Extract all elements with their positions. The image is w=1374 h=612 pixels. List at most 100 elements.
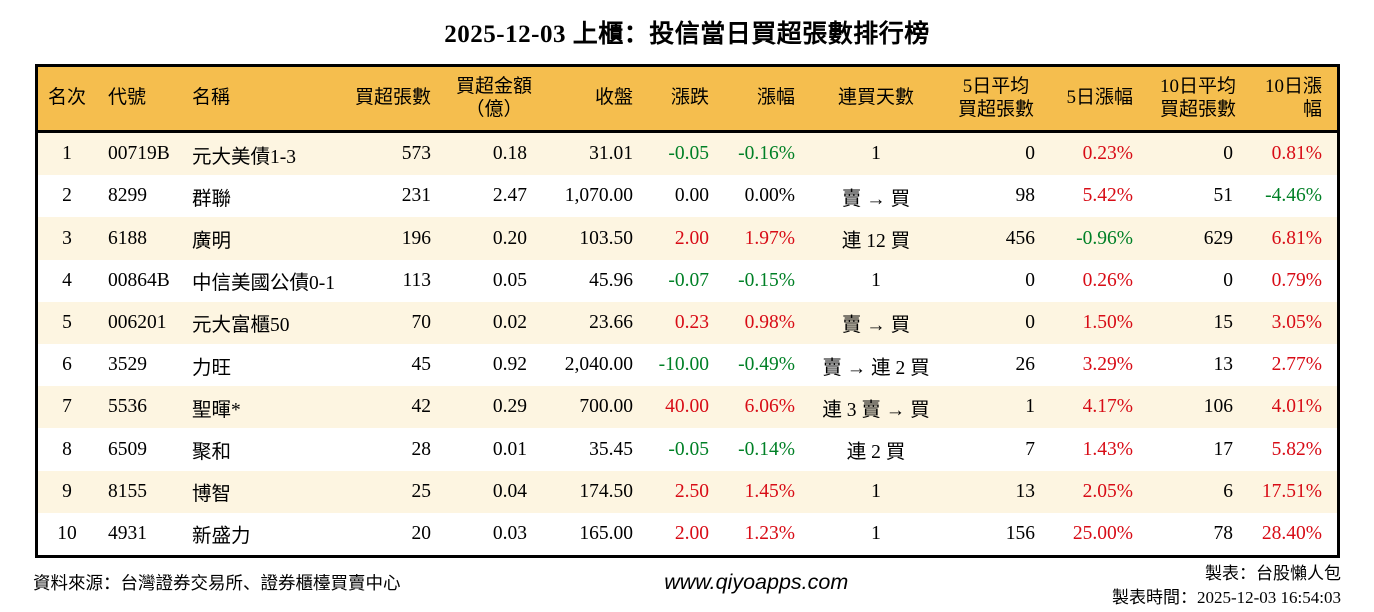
header-cell-rank: 名次 <box>47 87 86 109</box>
table-row: 5 006201 元大富櫃50 70 0.02 23.66 0.23 0.98% 賣 → 買 0 1… <box>38 301 1337 345</box>
cell-change: 2.00 <box>674 522 709 544</box>
cell-rank: 1 <box>62 143 72 165</box>
header-cell-pct10: 10日漲幅 <box>1264 76 1322 120</box>
cell-close: 45.96 <box>589 269 633 291</box>
generated-time-label: 製表時間：2025-12-03 16:54:03 <box>1111 588 1341 608</box>
table-body: 1 00719B 元大美債1-3 573 0.18 31.01 -0.05 -0.16% 1 0 0… <box>38 133 1337 556</box>
cell-net-buy-volume: 573 <box>401 143 431 165</box>
header-cell-code: 代號 <box>108 87 147 109</box>
cell-code: 006201 <box>108 311 167 333</box>
cell-net-buy-volume: 28 <box>411 438 432 460</box>
cell-change: 2.50 <box>674 480 709 502</box>
cell-close: 31.01 <box>589 143 633 165</box>
cell-close: 2,040.00 <box>564 354 633 376</box>
cell-pct10: 28.40% <box>1261 522 1322 544</box>
cell-pct5: 25.00% <box>1072 522 1133 544</box>
ranking-table: 名次 代號 名稱 買超張數 買超金額 （億） 收盤 漲跌 漲幅 連買天數 5日平均 買超張數 5日漲… <box>35 64 1340 558</box>
cell-change-pct: 1.45% <box>744 480 795 502</box>
cell-pct10: 0.79% <box>1271 269 1322 291</box>
header-cell-net-buy-volume: 買超張數 <box>354 87 431 109</box>
cell-code: 00719B <box>108 143 170 165</box>
cell-net-buy-amount: 2.47 <box>492 185 527 207</box>
footer: 資料來源：台灣證券交易所、證券櫃檯買賣中心 www.qiyoapps.com 製… <box>33 560 1341 610</box>
header-cell-consecutive-days: 連買天數 <box>837 87 914 109</box>
cell-consecutive-days: 1 <box>871 480 881 502</box>
cell-close: 23.66 <box>589 311 633 333</box>
cell-change-pct: 1.23% <box>744 522 795 544</box>
cell-net-buy-volume: 113 <box>402 269 431 291</box>
cell-net-buy-amount: 0.03 <box>492 522 527 544</box>
cell-net-buy-amount: 0.20 <box>492 227 527 249</box>
cell-rank: 3 <box>62 227 72 249</box>
cell-code: 6509 <box>108 438 147 460</box>
cell-code: 8155 <box>108 480 147 502</box>
cell-pct5: 1.43% <box>1082 438 1133 460</box>
cell-change: 0.00 <box>674 185 709 207</box>
table-row: 6 3529 力旺 45 0.92 2,040.00 -10.00 -0.49% 賣 → 連 2… <box>38 344 1337 387</box>
header-cell-change-pct: 漲幅 <box>756 87 795 109</box>
cell-change: 40.00 <box>665 396 709 418</box>
cell-change-pct: 1.97% <box>744 227 795 249</box>
cell-avg10-volume: 0 <box>1223 269 1233 291</box>
cell-avg10-volume: 629 <box>1203 227 1233 249</box>
cell-avg5-volume: 13 <box>1015 480 1036 502</box>
table-row: 10 4931 新盛力 20 0.03 165.00 2.00 1.23% 1 156 25.00%… <box>38 512 1337 556</box>
header-cell-avg10-volume: 10日平均 買超張數 <box>1159 76 1236 120</box>
cell-rank: 10 <box>57 522 77 544</box>
cell-pct10: 4.01% <box>1271 396 1322 418</box>
cell-change: -0.05 <box>668 438 709 460</box>
cell-net-buy-amount: 0.92 <box>492 354 527 376</box>
header-cell-pct5: 5日漲幅 <box>1066 87 1133 109</box>
credit-block: 製表：台股懶人包 製表時間：2025-12-03 16:54:03 <box>1112 562 1341 610</box>
cell-avg10-volume: 0 <box>1223 143 1233 165</box>
cell-net-buy-amount: 0.18 <box>492 143 527 165</box>
cell-code: 8299 <box>108 185 147 207</box>
cell-avg5-volume: 156 <box>1005 522 1035 544</box>
cell-code: 4931 <box>108 522 147 544</box>
cell-consecutive-days: 連 12 買 <box>841 231 911 252</box>
cell-code: 6188 <box>108 227 147 249</box>
table-row: 9 8155 博智 25 0.04 174.50 2.50 1.45% 1 13 2.05% 6 17.… <box>38 470 1337 513</box>
cell-name: 博智 <box>192 484 232 506</box>
cell-code: 3529 <box>108 354 147 376</box>
cell-name: 新盛力 <box>192 526 251 548</box>
cell-change-pct: 0.98% <box>744 311 795 333</box>
cell-name: 群聯 <box>192 188 232 210</box>
cell-name: 中信美國公債0-1 <box>192 273 335 295</box>
cell-rank: 8 <box>62 438 72 460</box>
cell-pct5: -0.96% <box>1076 227 1133 249</box>
cell-pct10: 3.05% <box>1271 311 1322 333</box>
cell-avg10-volume: 15 <box>1213 311 1234 333</box>
cell-name: 廣明 <box>192 231 232 252</box>
cell-avg5-volume: 0 <box>1025 311 1035 333</box>
cell-consecutive-days: 賣 → 買 <box>841 315 911 337</box>
table-row: 3 6188 廣明 196 0.20 103.50 2.00 1.97% 連 12 買 456 -0… <box>38 217 1337 260</box>
cell-pct5: 1.50% <box>1082 311 1133 333</box>
cell-close: 35.45 <box>589 438 633 460</box>
cell-name: 力旺 <box>192 357 232 379</box>
cell-avg10-volume: 106 <box>1203 396 1233 418</box>
cell-avg5-volume: 1 <box>1025 396 1035 418</box>
cell-net-buy-volume: 25 <box>411 480 432 502</box>
cell-avg5-volume: 0 <box>1025 269 1035 291</box>
cell-change: -0.07 <box>668 269 709 291</box>
cell-pct10: 6.81% <box>1271 227 1322 249</box>
cell-avg10-volume: 13 <box>1213 354 1234 376</box>
cell-close: 700.00 <box>579 396 633 418</box>
cell-avg10-volume: 51 <box>1213 185 1234 207</box>
table-row: 7 5536 聖暉* 42 0.29 700.00 40.00 6.06% 連 3 賣 → 買 1… <box>38 386 1337 429</box>
cell-pct10: 5.82% <box>1271 438 1322 460</box>
cell-rank: 6 <box>62 354 72 376</box>
cell-change: -0.05 <box>668 143 709 165</box>
cell-avg10-volume: 17 <box>1213 438 1234 460</box>
cell-consecutive-days: 1 <box>871 143 881 165</box>
cell-net-buy-amount: 0.04 <box>492 480 527 502</box>
cell-change-pct: -0.16% <box>738 143 795 165</box>
cell-pct10: 0.81% <box>1271 143 1322 165</box>
cell-net-buy-volume: 70 <box>411 311 432 333</box>
cell-close: 174.50 <box>579 480 633 502</box>
cell-net-buy-volume: 20 <box>411 522 432 544</box>
cell-change: 2.00 <box>674 227 709 249</box>
cell-pct10: -4.46% <box>1265 185 1322 207</box>
cell-net-buy-amount: 0.01 <box>492 438 527 460</box>
